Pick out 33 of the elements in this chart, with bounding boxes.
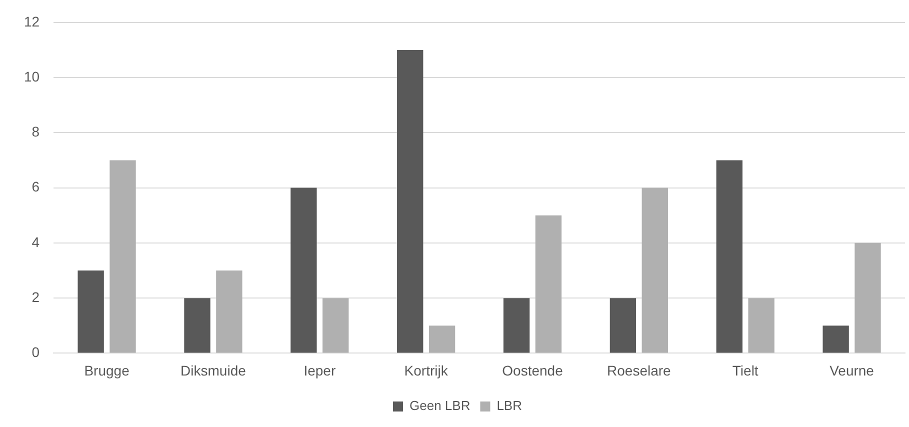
- bar: [322, 298, 349, 353]
- bar: [642, 188, 668, 353]
- x-tick-label: Brugge: [84, 362, 130, 378]
- x-tick-label: Oostende: [502, 362, 564, 378]
- y-tick-label: 6: [32, 178, 40, 195]
- y-tick-label: 8: [32, 124, 40, 140]
- y-tick-label: 4: [32, 234, 40, 250]
- bar: [184, 298, 210, 353]
- y-tick-label: 12: [24, 13, 40, 30]
- y-tick-label: 10: [24, 68, 40, 84]
- legend-label: Geen LBR: [410, 398, 470, 414]
- bar: [535, 215, 562, 353]
- x-tick-label: Ieper: [304, 362, 336, 378]
- x-tick-label: Roeselare: [607, 362, 672, 378]
- bar: [610, 298, 636, 353]
- x-tick-label: Kortrijk: [404, 362, 449, 378]
- bar: [854, 242, 881, 353]
- bar: [78, 270, 104, 353]
- bar: [716, 160, 742, 353]
- bar: [216, 270, 242, 353]
- bar: [110, 160, 136, 353]
- legend-label: LBR: [496, 398, 522, 414]
- bar: [397, 50, 424, 353]
- bar: [428, 326, 456, 353]
- bar: [503, 298, 530, 353]
- y-tick-label: 2: [32, 288, 40, 305]
- bar: [748, 298, 774, 353]
- x-tick-label: Veurne: [830, 362, 874, 378]
- bar: [290, 188, 317, 353]
- x-tick-label: Diksmuide: [180, 362, 246, 378]
- x-tick-label: Tielt: [732, 362, 758, 378]
- y-tick-label: 0: [32, 344, 40, 360]
- bar: [822, 326, 849, 353]
